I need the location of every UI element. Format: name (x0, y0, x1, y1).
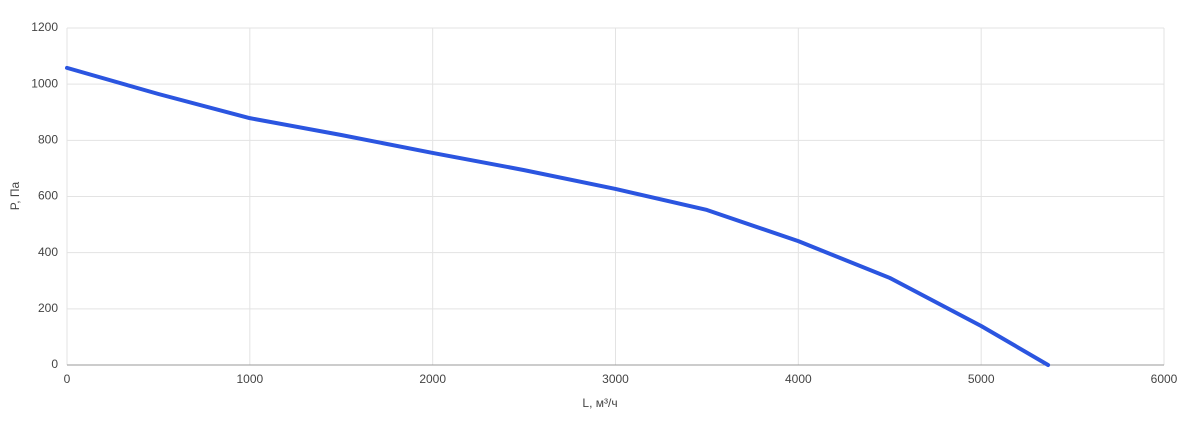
x-tick-label: 1000 (236, 372, 263, 386)
line (65, 65, 1051, 367)
y-tick-label: 1000 (31, 76, 58, 90)
y-tick-label: 400 (38, 245, 58, 259)
x-axis-title: L, м³/ч (582, 396, 617, 410)
y-tick-label: 0 (51, 357, 58, 371)
y-tick-label: 800 (38, 133, 58, 147)
x-tick-label: 0 (64, 372, 71, 386)
y-tick-label: 200 (38, 301, 58, 315)
y-tick-label: 1200 (31, 20, 58, 34)
y-tick-label: 600 (38, 189, 58, 203)
x-tick-label: 5000 (968, 372, 995, 386)
x-tick-label: 3000 (602, 372, 629, 386)
x-tick-label: 6000 (1151, 372, 1178, 386)
x-tick-label: 2000 (419, 372, 446, 386)
y-axis-title: P, Па (8, 181, 22, 210)
x-tick-label: 4000 (785, 372, 812, 386)
